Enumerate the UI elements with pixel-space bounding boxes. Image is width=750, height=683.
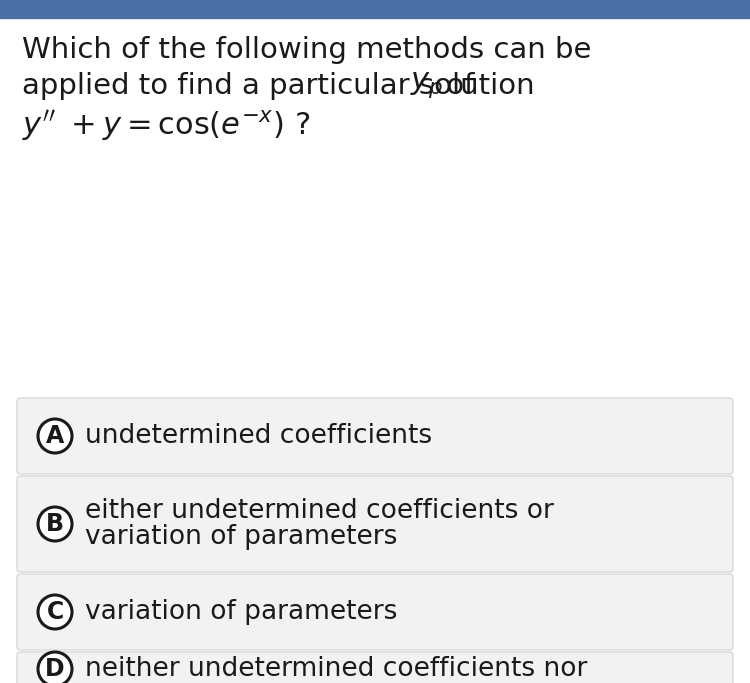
Text: either undetermined coefficients or: either undetermined coefficients or: [85, 498, 554, 524]
Circle shape: [38, 652, 72, 683]
Text: $y_p$: $y_p$: [410, 70, 443, 100]
Text: B: B: [46, 512, 64, 536]
FancyBboxPatch shape: [17, 476, 733, 572]
Circle shape: [38, 507, 72, 541]
Circle shape: [38, 419, 72, 453]
Circle shape: [38, 595, 72, 629]
FancyBboxPatch shape: [17, 574, 733, 650]
Text: variation of parameters: variation of parameters: [85, 599, 398, 625]
Text: variation of parameters: variation of parameters: [85, 524, 398, 550]
Text: undetermined coefficients: undetermined coefficients: [85, 423, 432, 449]
Bar: [0, 0, 750, 18]
Text: of: of: [437, 72, 474, 100]
Text: A: A: [46, 424, 64, 448]
Text: applied to find a particular solution: applied to find a particular solution: [22, 72, 544, 100]
Text: Which of the following methods can be: Which of the following methods can be: [22, 36, 591, 64]
Text: C: C: [46, 600, 64, 624]
Text: $y''\ +y=\mathrm{cos}(e^{-x})\ ?$: $y''\ +y=\mathrm{cos}(e^{-x})\ ?$: [22, 108, 310, 143]
Text: D: D: [45, 657, 64, 681]
FancyBboxPatch shape: [17, 398, 733, 474]
Text: neither undetermined coefficients nor: neither undetermined coefficients nor: [85, 656, 587, 682]
FancyBboxPatch shape: [17, 652, 733, 683]
